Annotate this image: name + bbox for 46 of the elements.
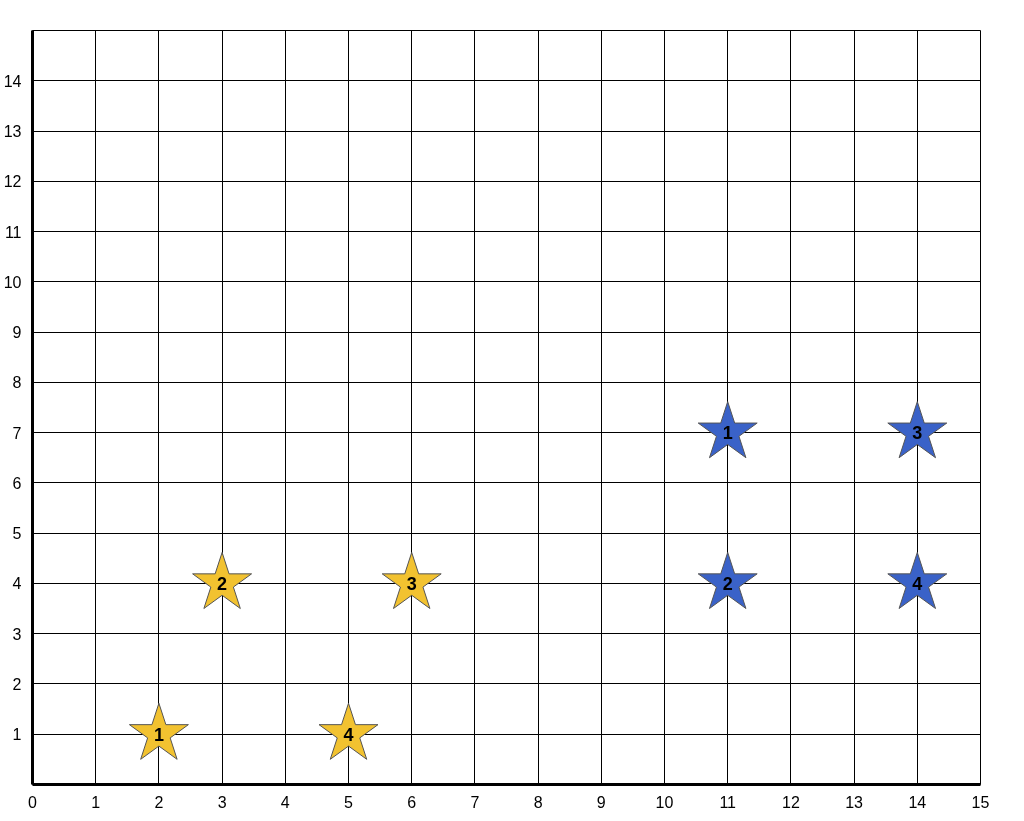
x-tick-label: 1 (91, 793, 101, 811)
x-tick-label: 15 (971, 793, 990, 811)
y-tick-label: 3 (12, 625, 22, 643)
y-tick-label: 2 (12, 675, 22, 693)
point (128, 702, 189, 760)
x-tick-label: 3 (217, 793, 227, 811)
point (887, 551, 948, 610)
y-tick-label: 5 (12, 525, 22, 543)
annotation: 3 (406, 573, 417, 594)
x-tick-label: 2 (154, 793, 164, 811)
y-tick-label: 14 (3, 72, 22, 90)
x-tick-label: 12 (782, 793, 800, 811)
x-tick-label: 6 (407, 793, 417, 811)
point (697, 401, 758, 459)
x-tick-label: 13 (845, 793, 864, 811)
point (381, 551, 442, 610)
y-tick-label: 4 (12, 575, 22, 593)
annotation: 3 (912, 423, 923, 444)
x-tick-label: 11 (719, 793, 737, 811)
y-tick-label: 7 (12, 424, 22, 442)
x-tick-label: 0 (28, 793, 38, 811)
y-tick-label: 6 (12, 474, 22, 492)
annotation: 1 (153, 724, 164, 745)
x-tick-label: 14 (908, 793, 927, 811)
x-tick-label: 8 (533, 793, 543, 811)
y-tick-label: 11 (4, 223, 22, 241)
y-tick-label: 10 (3, 273, 22, 291)
y-tick-label: 8 (12, 374, 22, 392)
annotation: 4 (343, 724, 354, 745)
annotation: 2 (722, 573, 733, 594)
point (318, 702, 379, 760)
annotation: 1 (722, 423, 733, 444)
x-tick-label: 5 (344, 793, 354, 811)
x-tick-label: 10 (655, 793, 674, 811)
annotation: 4 (912, 573, 923, 594)
x-tick-label: 9 (596, 793, 606, 811)
x-tick-label: 4 (280, 793, 290, 811)
y-tick-label: 13 (3, 123, 22, 141)
y-tick-label: 12 (3, 173, 22, 191)
y-tick-label: 1 (12, 726, 22, 744)
y-tick-label: 9 (12, 324, 22, 342)
point (697, 551, 758, 610)
annotation: 2 (217, 573, 228, 594)
x-tick-label: 7 (470, 793, 480, 811)
point (192, 551, 253, 610)
point (887, 401, 948, 459)
